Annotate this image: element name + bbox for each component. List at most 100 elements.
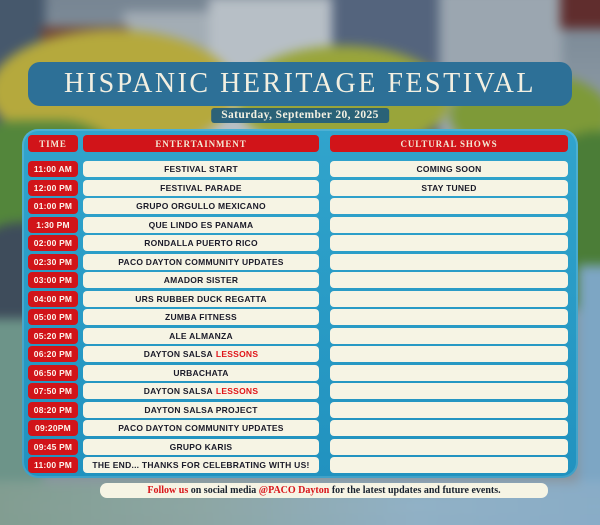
cultural-show-cell [330,401,568,418]
entertainment-label: GRUPO ORGULLO MEXICANO [136,201,266,211]
column-header-entertainment: ENTERTAINMENT [83,135,319,152]
time-cell: 12:00 PM [28,179,78,196]
time-cell: 04:00 PM [28,290,78,307]
footer-social-text: on social media [188,485,259,496]
column-header-time: TIME [28,135,78,152]
entertainment-label: GRUPO KARIS [169,441,233,452]
entertainment-cell: FESTIVAL START [83,161,319,177]
entertainment-label: ALE ALMANZA [169,330,233,341]
entertainment-cell: AMADOR SISTER [83,272,319,288]
entertainment-cell: PACO DAYTON COMMUNITY UPDATES [83,253,319,270]
schedule-panel: TIME ENTERTAINMENT CULTURAL SHOWS 11:00 … [22,129,578,478]
time-cell: 1:30 PM [28,216,78,233]
entertainment-label: RONDALLA PUERTO RICO [144,238,258,248]
cultural-show-cell [330,364,568,381]
cultural-show-cell [330,272,568,288]
event-date: Saturday, September 20, 2025 [221,109,379,121]
entertainment-accent-label: LESSONS [215,386,259,396]
cultural-show-cell [330,457,568,473]
cultural-show-cell [330,346,568,362]
table-row: 08:20 PM DAYTON SALSA PROJECT [28,401,578,418]
date-banner: Saturday, September 20, 2025 [211,108,389,123]
cultural-show-cell [330,383,568,399]
entertainment-label: FESTIVAL START [164,164,238,174]
time-cell: 09:45 PM [28,438,78,455]
entertainment-cell: RONDALLA PUERTO RICO [83,235,319,251]
cultural-show-cell [330,253,568,270]
cultural-show-cell [330,216,568,233]
entertainment-cell: URBACHATA [83,364,319,381]
entertainment-cell: ALE ALMANZA [83,327,319,344]
background-water [578,265,600,525]
entertainment-label: QUE LINDO ES PANAMA [148,219,254,230]
table-row: 06:20 PM DAYTON SALSA LESSONS [28,346,578,362]
entertainment-cell: THE END... THANKS FOR CELEBRATING WITH U… [83,457,319,473]
footer-follow-us: Follow us [147,485,189,496]
table-row: 11:00 PM THE END... THANKS FOR CELEBRATI… [28,457,578,473]
table-row: 03:00 PM AMADOR SISTER [28,272,578,288]
footer-tail: for the latest updates and future events… [329,485,501,496]
entertainment-accent-label: LESSONS [215,349,259,359]
entertainment-cell: GRUPO ORGULLO MEXICANO [83,198,319,214]
entertainment-cell: PACO DAYTON COMMUNITY UPDATES [83,420,319,436]
schedule-header-row: TIME ENTERTAINMENT CULTURAL SHOWS [28,135,578,152]
entertainment-label: DAYTON SALSA PROJECT [144,404,258,415]
cultural-show-cell: COMING SOON [330,161,568,177]
time-cell: 05:20 PM [28,327,78,344]
table-row: 05:20 PM ALE ALMANZA [28,327,578,344]
entertainment-cell: DAYTON SALSA PROJECT [83,401,319,418]
entertainment-label: AMADOR SISTER [163,275,239,285]
table-row: 07:50 PM DAYTON SALSA LESSONS [28,383,578,399]
table-row: 06:50 PM URBACHATA [28,364,578,381]
time-cell: 02:00 PM [28,235,78,251]
footer-handle: @PACO Dayton [258,485,330,496]
entertainment-label: ZUMBA FITNESS [165,312,237,322]
entertainment-label: DAYTON SALSA [143,349,213,359]
cultural-show-cell [330,198,568,214]
entertainment-cell: QUE LINDO ES PANAMA [83,216,319,233]
page-title: HISPANIC HERITAGE FESTIVAL [64,68,536,99]
table-row: 04:00 PM URS RUBBER DUCK REGATTA [28,290,578,307]
time-cell: 09:20PM [28,420,78,436]
cultural-show-cell [330,235,568,251]
cultural-show-cell [330,420,568,436]
entertainment-cell: DAYTON SALSA LESSONS [83,346,319,362]
table-row: 12:00 PM FESTIVAL PARADE STAY TUNED [28,179,578,196]
column-header-cultural-shows: CULTURAL SHOWS [330,135,568,152]
title-banner: HISPANIC HERITAGE FESTIVAL [28,62,572,106]
cultural-show-cell [330,309,568,325]
entertainment-cell: ZUMBA FITNESS [83,309,319,325]
entertainment-label: URBACHATA [173,367,229,378]
time-cell: 03:00 PM [28,272,78,288]
table-row: 1:30 PM QUE LINDO ES PANAMA [28,216,578,233]
time-cell: 07:50 PM [28,383,78,399]
table-row: 02:30 PM PACO DAYTON COMMUNITY UPDATES [28,253,578,270]
table-row: 11:00 AM FESTIVAL START COMING SOON [28,161,578,177]
table-row: 01:00 PM GRUPO ORGULLO MEXICANO [28,198,578,214]
background-building [560,0,600,29]
cultural-show-cell [330,438,568,455]
entertainment-label: PACO DAYTON COMMUNITY UPDATES [118,256,284,267]
entertainment-label: PACO DAYTON COMMUNITY UPDATES [118,423,284,433]
entertainment-label: THE END... THANKS FOR CELEBRATING WITH U… [92,460,310,470]
time-cell: 06:50 PM [28,364,78,381]
entertainment-cell: URS RUBBER DUCK REGATTA [83,290,319,307]
time-cell: 01:00 PM [28,198,78,214]
table-row: 09:45 PM GRUPO KARIS [28,438,578,455]
time-cell: 11:00 AM [28,161,78,177]
entertainment-label: FESTIVAL PARADE [160,182,242,193]
cultural-show-cell [330,290,568,307]
entertainment-cell: FESTIVAL PARADE [83,179,319,196]
cultural-show-cell [330,327,568,344]
entertainment-label: URS RUBBER DUCK REGATTA [135,293,267,304]
footer-text: Follow us on social media @PACO Dayton f… [147,485,500,496]
table-row: 02:00 PM RONDALLA PUERTO RICO [28,235,578,251]
table-row: 05:00 PM ZUMBA FITNESS [28,309,578,325]
table-row: 09:20PM PACO DAYTON COMMUNITY UPDATES [28,420,578,436]
time-cell: 08:20 PM [28,401,78,418]
schedule-rows: 11:00 AM FESTIVAL START COMING SOON 12:0… [28,161,578,473]
entertainment-label: DAYTON SALSA [143,386,213,396]
cultural-show-cell: STAY TUNED [330,179,568,196]
time-cell: 02:30 PM [28,253,78,270]
